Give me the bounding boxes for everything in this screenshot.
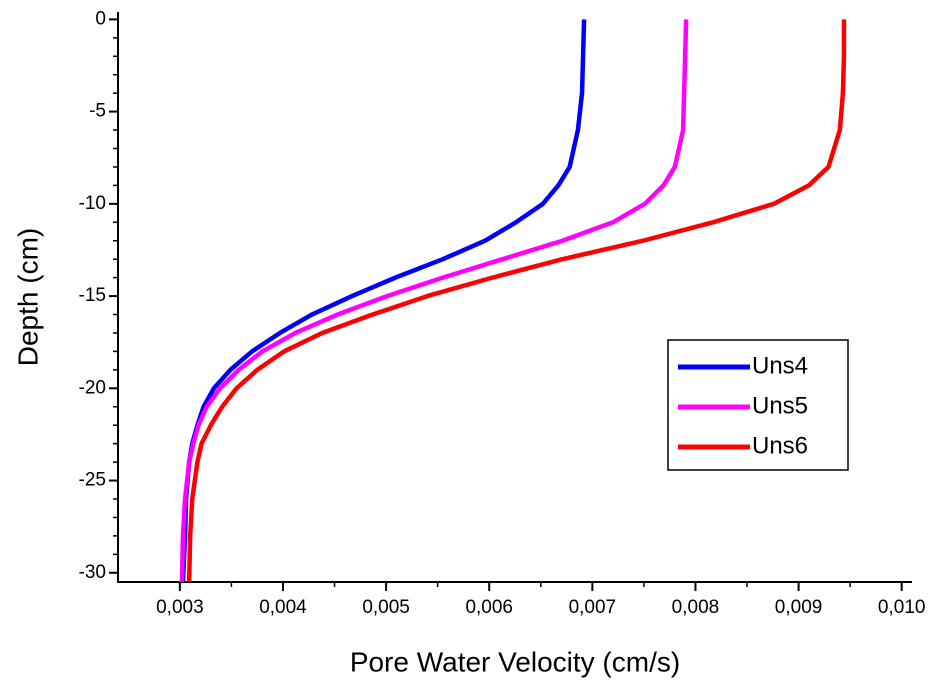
y-tick-label: -5 bbox=[89, 101, 106, 122]
x-tick-label: 0,010 bbox=[878, 597, 926, 618]
series-line bbox=[179, 19, 689, 583]
y-tick-label: -10 bbox=[79, 193, 106, 214]
legend-label: Uns4 bbox=[752, 352, 808, 379]
y-tick-label: -30 bbox=[79, 562, 106, 583]
y-axis-title: Depth (cm) bbox=[12, 228, 43, 366]
y-tick-label: -15 bbox=[79, 285, 106, 306]
x-tick-label: 0,007 bbox=[569, 597, 617, 618]
x-tick-label: 0,009 bbox=[775, 597, 823, 618]
series-line bbox=[180, 19, 587, 583]
x-tick-label: 0,005 bbox=[362, 597, 410, 618]
x-tick-label: 0,006 bbox=[465, 597, 513, 618]
series-line bbox=[186, 19, 847, 583]
y-tick-label: -25 bbox=[79, 470, 106, 491]
y-tick-label: -20 bbox=[79, 377, 106, 398]
x-axis-title: Pore Water Velocity (cm/s) bbox=[350, 646, 680, 677]
x-tick-label: 0,008 bbox=[672, 597, 720, 618]
legend-label: Uns5 bbox=[752, 392, 808, 419]
y-tick-label: 0 bbox=[95, 8, 106, 29]
x-tick-label: 0,004 bbox=[259, 597, 307, 618]
legend-label: Uns6 bbox=[752, 432, 808, 459]
x-tick-label: 0,003 bbox=[156, 597, 204, 618]
